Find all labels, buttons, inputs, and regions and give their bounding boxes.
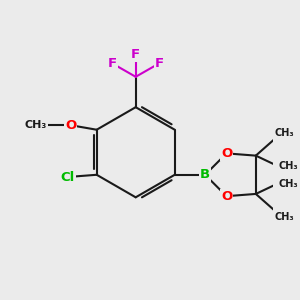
Text: F: F — [107, 57, 117, 70]
Text: B: B — [200, 168, 210, 181]
Text: CH₃: CH₃ — [25, 120, 47, 130]
Text: O: O — [65, 119, 76, 132]
Text: CH₃: CH₃ — [275, 212, 295, 222]
Text: Cl: Cl — [60, 170, 74, 184]
Text: CH₃: CH₃ — [275, 128, 295, 138]
Text: O: O — [221, 190, 232, 203]
Text: O: O — [221, 147, 232, 160]
Text: CH₃: CH₃ — [278, 179, 298, 189]
Text: CH₃: CH₃ — [278, 161, 298, 171]
Text: F: F — [131, 48, 140, 61]
Text: F: F — [155, 57, 164, 70]
